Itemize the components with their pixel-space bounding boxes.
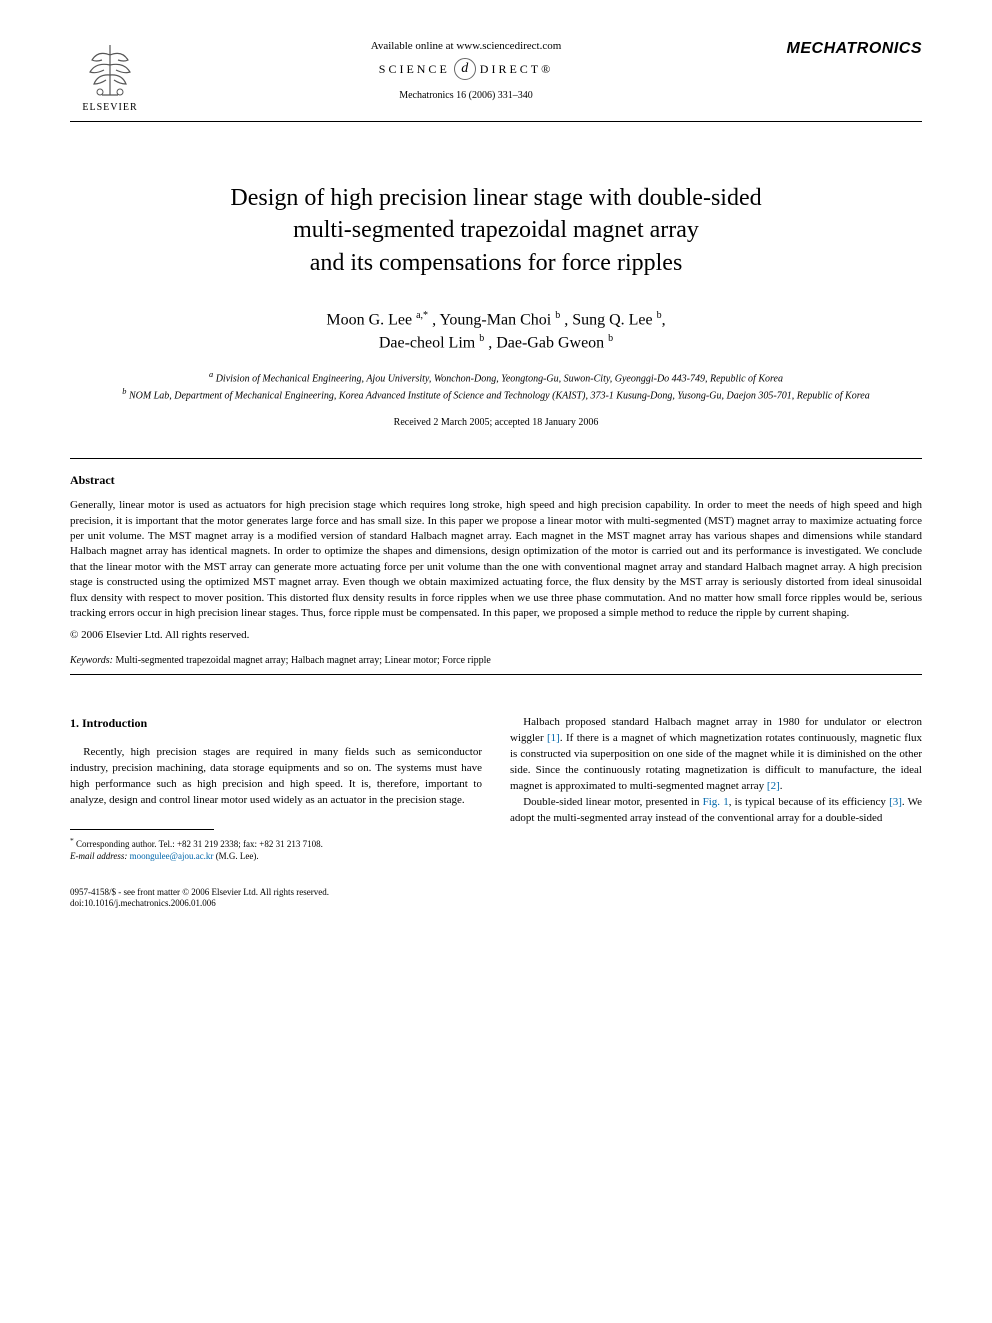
title-line-3: and its compensations for force ripples bbox=[310, 250, 683, 276]
sciencedirect-left: SCIENCE bbox=[379, 62, 450, 77]
ref-link-2[interactable]: [2] bbox=[767, 780, 780, 792]
elsevier-label: ELSEVIER bbox=[82, 102, 137, 113]
journal-reference: Mechatronics 16 (2006) 331–340 bbox=[150, 90, 782, 101]
r1-b: . If there is a magnet of which magnetiz… bbox=[510, 732, 922, 792]
title-line-2: multi-segmented trapezoidal magnet array bbox=[293, 217, 699, 243]
r2-b: , is typical because of its efficiency bbox=[729, 796, 889, 808]
footer-line-1: 0957-4158/$ - see front matter © 2006 El… bbox=[70, 887, 329, 897]
body-columns: 1. Introduction Recently, high precision… bbox=[70, 715, 922, 910]
journal-title: MECHATRONICS bbox=[782, 40, 922, 58]
article-title-block: Design of high precision linear stage wi… bbox=[110, 182, 882, 279]
author-5: , Dae-Gab Gweon bbox=[488, 334, 608, 351]
affil-b-text: NOM Lab, Department of Mechanical Engine… bbox=[126, 390, 869, 401]
footnote-separator bbox=[70, 829, 214, 830]
r1-c: . bbox=[780, 780, 783, 792]
page-header: ELSEVIER Available online at www.science… bbox=[70, 40, 922, 113]
affil-a-text: Division of Mechanical Engineering, Ajou… bbox=[213, 373, 783, 384]
keywords-label: Keywords: bbox=[70, 655, 113, 666]
author-4-affil: b bbox=[479, 333, 484, 344]
footer-line-2: doi:10.1016/j.mechatronics.2006.01.006 bbox=[70, 898, 216, 908]
corresponding-author-footnote: * Corresponding author. Tel.: +82 31 219… bbox=[70, 836, 482, 863]
keywords: Keywords: Multi-segmented trapezoidal ma… bbox=[70, 655, 922, 666]
title-line-1: Design of high precision linear stage wi… bbox=[230, 185, 761, 211]
author-4: Dae-cheol Lim bbox=[379, 334, 479, 351]
abstract-bottom-rule bbox=[70, 674, 922, 675]
sciencedirect-logo: SCIENCE d DIRECT® bbox=[150, 58, 782, 80]
keywords-text: Multi-segmented trapezoidal magnet array… bbox=[113, 655, 491, 666]
fig-link-1[interactable]: Fig. 1 bbox=[703, 796, 729, 808]
footer-meta: 0957-4158/$ - see front matter © 2006 El… bbox=[70, 887, 482, 910]
sciencedirect-right: DIRECT® bbox=[480, 62, 553, 77]
center-header: Available online at www.sciencedirect.co… bbox=[150, 40, 782, 101]
author-2: , Young-Man Choi bbox=[432, 312, 555, 329]
abstract-heading: Abstract bbox=[70, 473, 922, 488]
right-paragraph-1: Halbach proposed standard Halbach magnet… bbox=[510, 715, 922, 795]
article-title: Design of high precision linear stage wi… bbox=[110, 182, 882, 279]
footnote-email-tail: (M.G. Lee). bbox=[213, 851, 258, 861]
elsevier-logo: ELSEVIER bbox=[70, 40, 150, 113]
authors-list: Moon G. Lee a,* , Young-Man Choi b , Sun… bbox=[70, 309, 922, 354]
author-1-affil: a,* bbox=[416, 310, 428, 321]
journal-title-box: MECHATRONICS bbox=[782, 40, 922, 58]
header-rule bbox=[70, 121, 922, 122]
column-right: Halbach proposed standard Halbach magnet… bbox=[510, 715, 922, 910]
footnote-email-label: E-mail address: bbox=[70, 851, 127, 861]
author-1: Moon G. Lee bbox=[326, 312, 416, 329]
author-5-affil: b bbox=[608, 333, 613, 344]
author-3-affil: b bbox=[657, 310, 662, 321]
author-3: , Sung Q. Lee bbox=[564, 312, 656, 329]
ref-link-3[interactable]: [3] bbox=[889, 796, 902, 808]
section-1-heading: 1. Introduction bbox=[70, 715, 482, 732]
article-dates: Received 2 March 2005; accepted 18 Janua… bbox=[70, 417, 922, 428]
footnote-email-link[interactable]: moongulee@ajou.ac.kr bbox=[130, 851, 214, 861]
elsevier-tree-icon bbox=[80, 40, 140, 100]
sciencedirect-d-icon: d bbox=[454, 58, 476, 80]
affiliations: a Division of Mechanical Engineering, Aj… bbox=[70, 369, 922, 404]
footnote-line-1: Corresponding author. Tel.: +82 31 219 2… bbox=[74, 839, 323, 849]
ref-link-1[interactable]: [1] bbox=[547, 732, 560, 744]
r2-a: Double-sided linear motor, presented in bbox=[523, 796, 702, 808]
abstract-top-rule bbox=[70, 458, 922, 459]
author-2-affil: b bbox=[555, 310, 560, 321]
intro-paragraph-1: Recently, high precision stages are requ… bbox=[70, 745, 482, 809]
right-paragraph-2: Double-sided linear motor, presented in … bbox=[510, 795, 922, 827]
column-left: 1. Introduction Recently, high precision… bbox=[70, 715, 482, 910]
abstract-body: Generally, linear motor is used as actua… bbox=[70, 498, 922, 621]
available-online-text: Available online at www.sciencedirect.co… bbox=[150, 40, 782, 52]
abstract-copyright: © 2006 Elsevier Ltd. All rights reserved… bbox=[70, 629, 922, 641]
